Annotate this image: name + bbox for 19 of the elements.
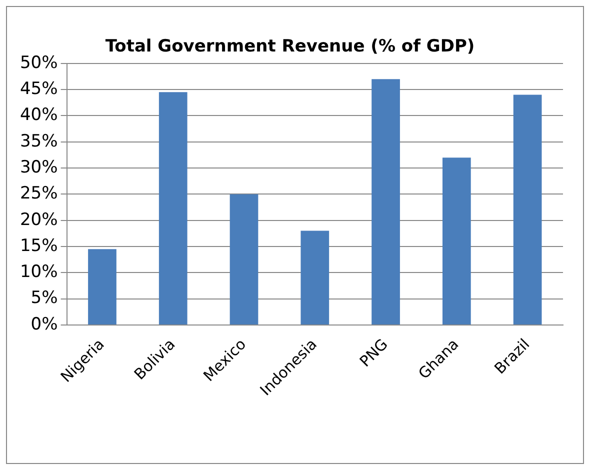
y-tick-label: 5%	[30, 288, 58, 308]
y-tick-label: 30%	[20, 157, 58, 178]
bar	[88, 249, 116, 324]
bar	[513, 94, 542, 324]
y-tick-label: 25%	[20, 184, 58, 204]
bar	[158, 92, 188, 324]
y-tick-label: 45%	[20, 78, 58, 99]
chart-title: Total Government Revenue (% of GDP)	[105, 36, 475, 57]
y-tick-label: 15%	[20, 236, 58, 256]
y-tick-label: 10%	[20, 262, 58, 282]
bar	[372, 79, 400, 324]
y-tick-label: 0%	[30, 314, 58, 334]
y-tick-label: 40%	[20, 105, 58, 126]
y-tick-label: 35%	[20, 131, 58, 152]
bar	[230, 194, 258, 324]
bar	[300, 230, 330, 324]
bar	[442, 158, 471, 324]
y-tick-label: 20%	[20, 210, 58, 230]
y-tick-label: 50%	[20, 52, 58, 73]
